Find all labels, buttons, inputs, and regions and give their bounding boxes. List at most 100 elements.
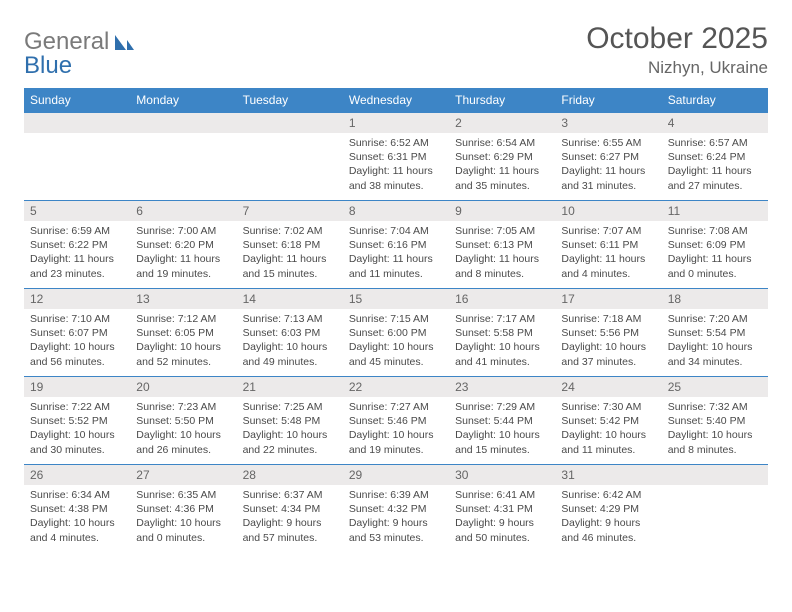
calendar-cell: 2Sunrise: 6:54 AMSunset: 6:29 PMDaylight… — [449, 113, 555, 201]
calendar-cell-empty — [24, 113, 130, 201]
sunrise-line: Sunrise: 7:23 AM — [136, 400, 230, 414]
sunset-line: Sunset: 6:22 PM — [30, 238, 124, 252]
daylight-line: Daylight: 10 hours and 22 minutes. — [243, 428, 337, 456]
sunset-line: Sunset: 6:05 PM — [136, 326, 230, 340]
calendar-cell: 4Sunrise: 6:57 AMSunset: 6:24 PMDaylight… — [662, 113, 768, 201]
day-details: Sunrise: 7:27 AMSunset: 5:46 PMDaylight:… — [343, 397, 449, 461]
day-number — [237, 113, 343, 133]
sunrise-line: Sunrise: 7:25 AM — [243, 400, 337, 414]
sunrise-line: Sunrise: 7:04 AM — [349, 224, 443, 238]
day-number: 25 — [662, 377, 768, 397]
header: General October 2025 Nizhyn, Ukraine — [24, 22, 768, 78]
calendar-row: 5Sunrise: 6:59 AMSunset: 6:22 PMDaylight… — [24, 201, 768, 289]
weekday-monday: Monday — [130, 88, 236, 113]
calendar-cell: 20Sunrise: 7:23 AMSunset: 5:50 PMDayligh… — [130, 377, 236, 465]
daylight-line: Daylight: 10 hours and 49 minutes. — [243, 340, 337, 368]
title-block: October 2025 Nizhyn, Ukraine — [586, 22, 768, 78]
day-number: 18 — [662, 289, 768, 309]
daylight-line: Daylight: 10 hours and 8 minutes. — [668, 428, 762, 456]
day-number — [24, 113, 130, 133]
weekday-thursday: Thursday — [449, 88, 555, 113]
day-number: 5 — [24, 201, 130, 221]
weekday-sunday: Sunday — [24, 88, 130, 113]
daylight-line: Daylight: 11 hours and 0 minutes. — [668, 252, 762, 280]
day-number: 29 — [343, 465, 449, 485]
sunset-line: Sunset: 6:24 PM — [668, 150, 762, 164]
day-number: 11 — [662, 201, 768, 221]
calendar-cell: 25Sunrise: 7:32 AMSunset: 5:40 PMDayligh… — [662, 377, 768, 465]
sunrise-line: Sunrise: 7:18 AM — [561, 312, 655, 326]
sunrise-line: Sunrise: 7:29 AM — [455, 400, 549, 414]
daylight-line: Daylight: 9 hours and 46 minutes. — [561, 516, 655, 544]
calendar-cell: 12Sunrise: 7:10 AMSunset: 6:07 PMDayligh… — [24, 289, 130, 377]
sunset-line: Sunset: 6:18 PM — [243, 238, 337, 252]
day-number: 10 — [555, 201, 661, 221]
daylight-line: Daylight: 9 hours and 53 minutes. — [349, 516, 443, 544]
sunset-line: Sunset: 6:27 PM — [561, 150, 655, 164]
day-details: Sunrise: 6:39 AMSunset: 4:32 PMDaylight:… — [343, 485, 449, 549]
calendar-cell: 31Sunrise: 6:42 AMSunset: 4:29 PMDayligh… — [555, 465, 661, 553]
day-details: Sunrise: 7:29 AMSunset: 5:44 PMDaylight:… — [449, 397, 555, 461]
calendar-cell: 23Sunrise: 7:29 AMSunset: 5:44 PMDayligh… — [449, 377, 555, 465]
sunrise-line: Sunrise: 7:02 AM — [243, 224, 337, 238]
sunset-line: Sunset: 6:13 PM — [455, 238, 549, 252]
day-number: 28 — [237, 465, 343, 485]
day-details: Sunrise: 6:57 AMSunset: 6:24 PMDaylight:… — [662, 133, 768, 197]
sunset-line: Sunset: 5:58 PM — [455, 326, 549, 340]
day-number: 19 — [24, 377, 130, 397]
sunrise-line: Sunrise: 6:39 AM — [349, 488, 443, 502]
sunrise-line: Sunrise: 7:20 AM — [668, 312, 762, 326]
calendar-cell: 16Sunrise: 7:17 AMSunset: 5:58 PMDayligh… — [449, 289, 555, 377]
calendar-cell: 6Sunrise: 7:00 AMSunset: 6:20 PMDaylight… — [130, 201, 236, 289]
sunrise-line: Sunrise: 6:42 AM — [561, 488, 655, 502]
daylight-line: Daylight: 11 hours and 19 minutes. — [136, 252, 230, 280]
sunset-line: Sunset: 5:48 PM — [243, 414, 337, 428]
calendar-cell: 14Sunrise: 7:13 AMSunset: 6:03 PMDayligh… — [237, 289, 343, 377]
sunset-line: Sunset: 6:09 PM — [668, 238, 762, 252]
sunset-line: Sunset: 4:31 PM — [455, 502, 549, 516]
logo-word2: Blue — [24, 52, 72, 80]
sunrise-line: Sunrise: 6:35 AM — [136, 488, 230, 502]
day-details: Sunrise: 6:52 AMSunset: 6:31 PMDaylight:… — [343, 133, 449, 197]
daylight-line: Daylight: 11 hours and 11 minutes. — [349, 252, 443, 280]
day-details: Sunrise: 7:18 AMSunset: 5:56 PMDaylight:… — [555, 309, 661, 373]
day-details: Sunrise: 6:54 AMSunset: 6:29 PMDaylight:… — [449, 133, 555, 197]
sunset-line: Sunset: 4:34 PM — [243, 502, 337, 516]
sunrise-line: Sunrise: 7:15 AM — [349, 312, 443, 326]
sunset-line: Sunset: 4:36 PM — [136, 502, 230, 516]
sunrise-line: Sunrise: 7:13 AM — [243, 312, 337, 326]
daylight-line: Daylight: 10 hours and 19 minutes. — [349, 428, 443, 456]
daylight-line: Daylight: 10 hours and 37 minutes. — [561, 340, 655, 368]
day-details: Sunrise: 6:37 AMSunset: 4:34 PMDaylight:… — [237, 485, 343, 549]
calendar-table: Sunday Monday Tuesday Wednesday Thursday… — [24, 88, 768, 553]
calendar-cell: 13Sunrise: 7:12 AMSunset: 6:05 PMDayligh… — [130, 289, 236, 377]
day-number: 14 — [237, 289, 343, 309]
day-number: 3 — [555, 113, 661, 133]
sunrise-line: Sunrise: 6:34 AM — [30, 488, 124, 502]
weekday-saturday: Saturday — [662, 88, 768, 113]
daylight-line: Daylight: 11 hours and 31 minutes. — [561, 164, 655, 192]
calendar-cell: 9Sunrise: 7:05 AMSunset: 6:13 PMDaylight… — [449, 201, 555, 289]
day-details: Sunrise: 6:35 AMSunset: 4:36 PMDaylight:… — [130, 485, 236, 549]
day-details: Sunrise: 7:10 AMSunset: 6:07 PMDaylight:… — [24, 309, 130, 373]
sunrise-line: Sunrise: 7:30 AM — [561, 400, 655, 414]
day-number: 30 — [449, 465, 555, 485]
day-number: 16 — [449, 289, 555, 309]
logo-sail-icon — [113, 32, 135, 52]
sunrise-line: Sunrise: 6:41 AM — [455, 488, 549, 502]
daylight-line: Daylight: 11 hours and 8 minutes. — [455, 252, 549, 280]
calendar-cell: 21Sunrise: 7:25 AMSunset: 5:48 PMDayligh… — [237, 377, 343, 465]
calendar-cell-empty — [237, 113, 343, 201]
calendar-cell: 11 Sunrise: 7:08 AMSunset: 6:09 PMDayligh… — [662, 201, 768, 289]
sunrise-line: Sunrise: 7:12 AM — [136, 312, 230, 326]
day-number: 23 — [449, 377, 555, 397]
day-number: 20 — [130, 377, 236, 397]
calendar-cell: 1Sunrise: 6:52 AMSunset: 6:31 PMDaylight… — [343, 113, 449, 201]
day-details: Sunrise: 7:22 AMSunset: 5:52 PMDaylight:… — [24, 397, 130, 461]
sunset-line: Sunset: 5:52 PM — [30, 414, 124, 428]
sunset-line: Sunset: 5:46 PM — [349, 414, 443, 428]
calendar-cell: 30Sunrise: 6:41 AMSunset: 4:31 PMDayligh… — [449, 465, 555, 553]
sunrise-line: Sunrise: 7:08 AM — [668, 224, 762, 238]
calendar-cell: 17Sunrise: 7:18 AMSunset: 5:56 PMDayligh… — [555, 289, 661, 377]
day-details: Sunrise: 7:25 AMSunset: 5:48 PMDaylight:… — [237, 397, 343, 461]
